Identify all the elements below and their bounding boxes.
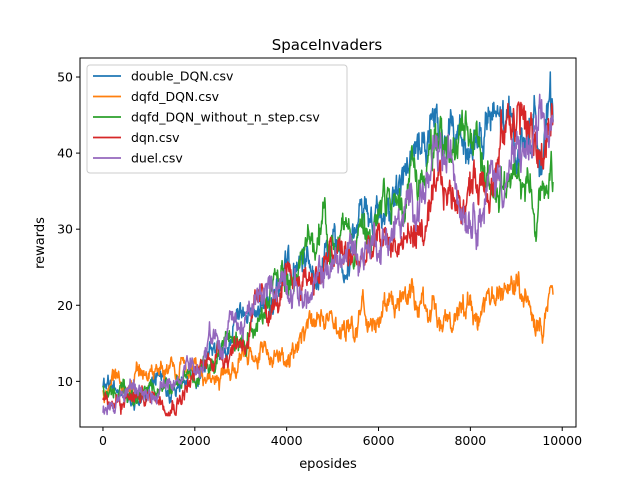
- y-tick-label: 10: [57, 374, 73, 389]
- x-axis-label: eposides: [299, 457, 357, 472]
- x-axis: 0 2000 4000 6000 8000 10000: [99, 427, 582, 448]
- x-tick-label: 10000: [542, 433, 582, 448]
- legend-label: dqfd_DQN_without_n_step.csv: [131, 110, 320, 125]
- y-axis: 10 20 30 40 50: [57, 70, 80, 389]
- series-line-3: [102, 101, 554, 417]
- series-line-2: [102, 109, 554, 407]
- plot-frame: [79, 57, 577, 428]
- legend-box: [86, 64, 348, 174]
- chart-title: SpaceInvaders: [272, 36, 383, 54]
- legend: double_DQN.csv dqfd_DQN.csv dqfd_DQN_witho…: [86, 64, 348, 174]
- series-line-4: [102, 93, 554, 416]
- x-tick-label: 2000: [179, 433, 211, 448]
- legend-label: double_DQN.csv: [131, 69, 234, 84]
- y-tick-label: 40: [57, 146, 73, 161]
- x-tick-label: 0: [99, 433, 107, 448]
- legend-label: dqfd_DQN.csv: [131, 89, 220, 104]
- x-tick-label: 4000: [271, 433, 303, 448]
- legend-label: dqn.csv: [131, 130, 180, 145]
- x-tick-label: 6000: [363, 433, 395, 448]
- series-layer: [102, 71, 554, 417]
- y-tick-label: 20: [57, 298, 73, 313]
- x-tick-label: 8000: [454, 433, 486, 448]
- legend-label: duel.csv: [131, 151, 183, 166]
- y-axis-label: rewards: [33, 217, 48, 269]
- y-tick-label: 30: [57, 222, 73, 237]
- y-tick-label: 50: [57, 70, 73, 85]
